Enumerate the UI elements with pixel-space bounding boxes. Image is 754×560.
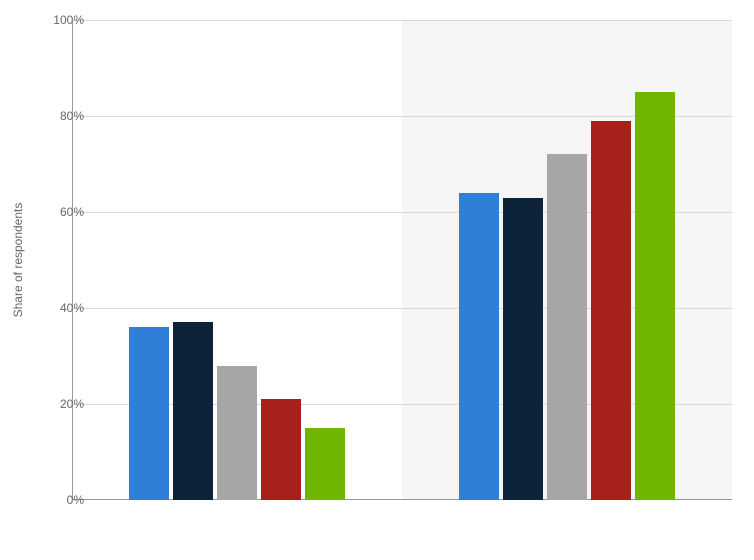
y-axis-title: Share of respondents (11, 203, 25, 318)
y-tick-label: 20% (60, 397, 84, 411)
gridline (72, 20, 732, 21)
bar (173, 322, 213, 500)
bar (503, 198, 543, 500)
y-tick-label: 0% (67, 493, 84, 507)
y-axis-line (72, 20, 73, 500)
bar (591, 121, 631, 500)
bar (547, 154, 587, 500)
bar (129, 327, 169, 500)
x-axis-line (72, 499, 732, 500)
y-tick-label: 100% (53, 13, 84, 27)
plot-area (72, 20, 732, 500)
gridline (72, 116, 732, 117)
y-tick-label: 40% (60, 301, 84, 315)
bar (261, 399, 301, 500)
y-tick-label: 80% (60, 109, 84, 123)
y-tick-label: 60% (60, 205, 84, 219)
gridline (72, 308, 732, 309)
gridline (72, 212, 732, 213)
chart-container: Share of respondents 0% 20% 40% 60% 80% 100% (0, 0, 754, 560)
bar (217, 366, 257, 500)
bar (459, 193, 499, 500)
bar (635, 92, 675, 500)
gridline (72, 404, 732, 405)
bar (305, 428, 345, 500)
